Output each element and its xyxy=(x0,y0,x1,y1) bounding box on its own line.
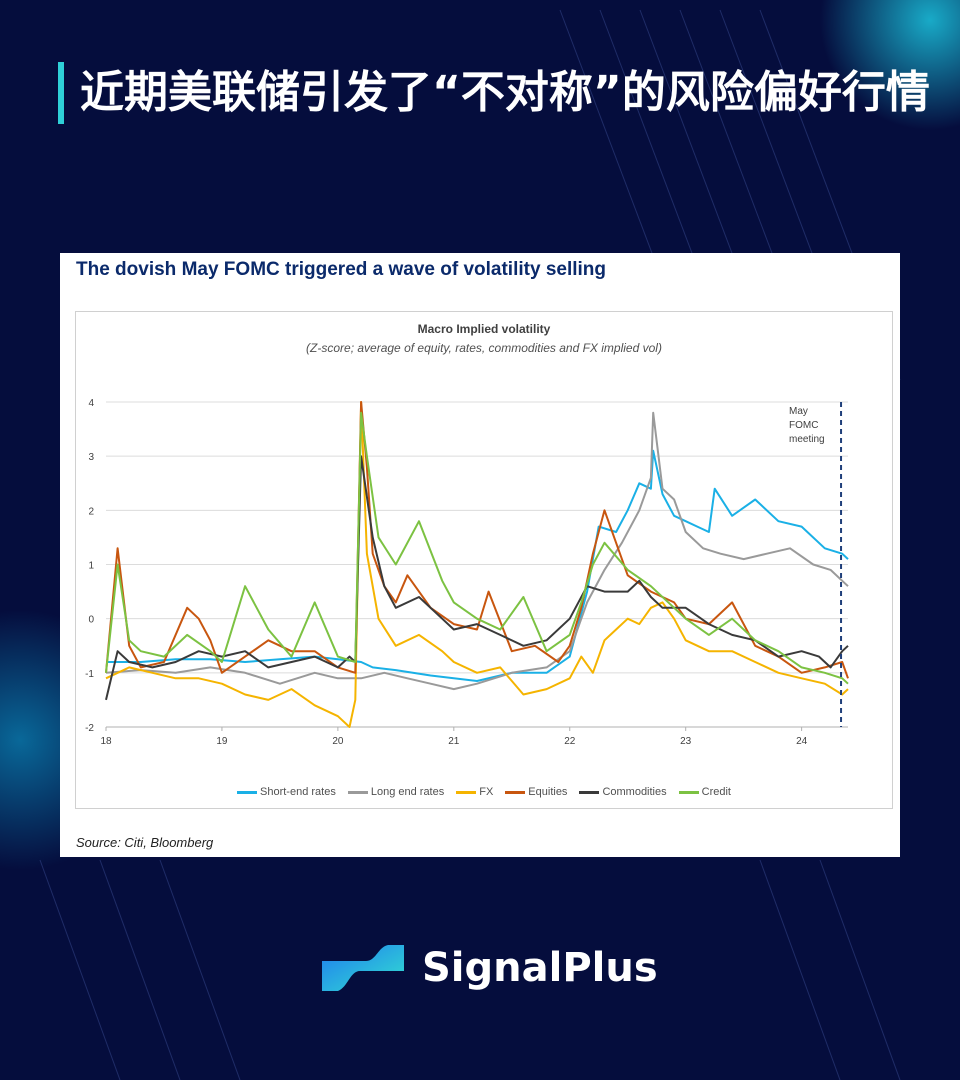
x-tick-label: 23 xyxy=(680,736,692,747)
y-tick-label: 3 xyxy=(88,452,94,463)
annotation-label: May xyxy=(789,406,808,417)
legend-item: Long end rates xyxy=(347,786,445,798)
y-tick-label: 2 xyxy=(88,506,94,517)
chart-title: Macro Implied volatility xyxy=(417,322,551,336)
legend-swatch xyxy=(237,790,258,794)
legend-item: Equities xyxy=(505,786,567,798)
brand-footer: SignalPlus xyxy=(320,935,658,1001)
card-title: The dovish May FOMC triggered a wave of … xyxy=(76,259,606,280)
x-tick-label: 21 xyxy=(448,736,460,747)
source-note: Source: Citi, Bloomberg xyxy=(76,835,214,850)
legend-item: FX xyxy=(456,786,493,798)
chart-card: The dovish May FOMC triggered a wave of … xyxy=(60,253,900,857)
legend-item: Short-end rates xyxy=(237,786,336,798)
legend-swatch xyxy=(456,790,477,794)
series-line-credit xyxy=(105,411,849,685)
series-line-long-end-rates xyxy=(105,411,849,691)
y-tick-label: 4 xyxy=(88,398,94,409)
legend-swatch xyxy=(347,790,368,794)
signalplus-logo-icon xyxy=(322,945,404,991)
x-tick-label: 19 xyxy=(216,736,228,747)
legend-item: Credit xyxy=(678,786,731,798)
chart-frame: Macro Implied volatility (Z-score; avera… xyxy=(75,311,893,809)
legend-label: Long end rates xyxy=(370,786,445,798)
chart-legend: Short-end rates Long end rates FX Equities C… xyxy=(76,786,892,798)
y-tick-label: 0 xyxy=(88,615,94,626)
legend-swatch xyxy=(505,790,526,794)
legend-label: Commodities xyxy=(602,786,667,798)
annotation-label: FOMC xyxy=(789,420,818,431)
legend-label: Equities xyxy=(528,786,568,798)
brand-name: SignalPlus xyxy=(422,945,658,991)
legend-item: Commodities xyxy=(579,786,667,798)
page-headline: 近期美联储引发了“不对称”的风险偏好行情 xyxy=(58,62,940,124)
legend-label: FX xyxy=(479,786,494,798)
x-tick-label: 18 xyxy=(100,736,112,747)
y-tick-label: -2 xyxy=(85,723,94,734)
series-line-fx xyxy=(105,401,849,728)
series-line-short-end-rates xyxy=(106,449,849,682)
legend-label: Short-end rates xyxy=(260,786,336,798)
legend-swatch xyxy=(678,790,699,794)
y-tick-label: 1 xyxy=(88,561,94,572)
x-tick-label: 20 xyxy=(332,736,344,747)
legend-label: Credit xyxy=(701,786,731,798)
chart-subtitle: (Z-score; average of equity, rates, comm… xyxy=(306,341,662,355)
legend-swatch xyxy=(579,790,600,794)
y-tick-label: -1 xyxy=(85,669,94,680)
x-tick-label: 24 xyxy=(796,736,808,747)
x-tick-label: 22 xyxy=(564,736,576,747)
series-line-commodities xyxy=(105,455,849,701)
series-line-equities xyxy=(105,401,849,679)
annotation-label: meeting xyxy=(789,434,825,445)
